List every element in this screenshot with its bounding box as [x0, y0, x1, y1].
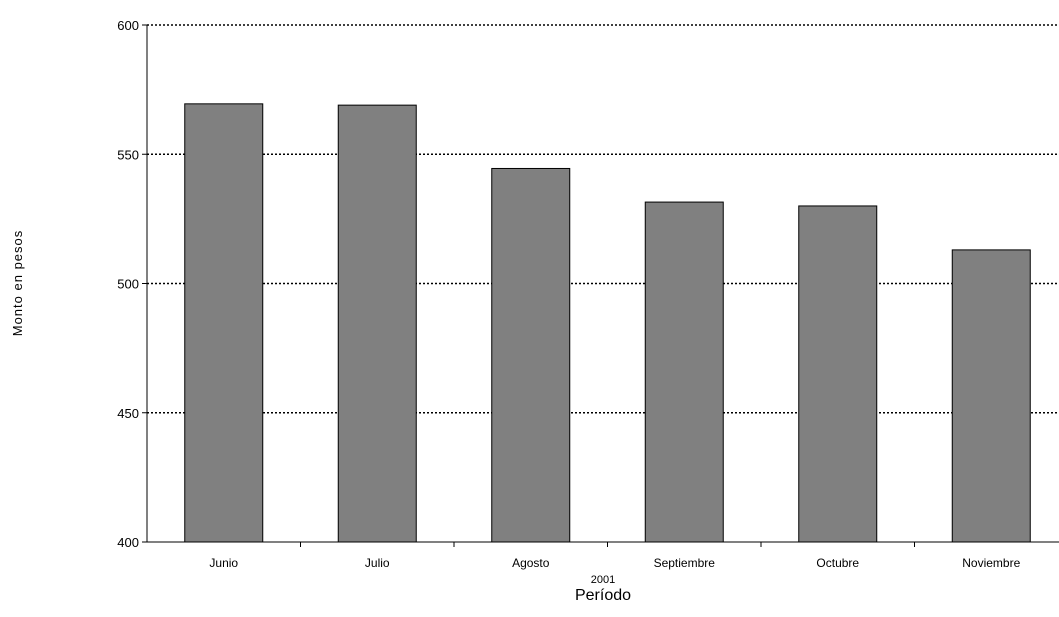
bar-octubre — [798, 205, 878, 543]
bar-noviembre — [951, 249, 1031, 543]
y-axis-title: Monto en pesos — [10, 230, 25, 337]
y-tick-label: 600 — [117, 18, 139, 33]
bar-agosto — [491, 167, 571, 543]
x-tick-label: Junio — [209, 556, 238, 570]
x-group-label: 2001 — [591, 574, 615, 586]
y-tick-label: 450 — [117, 406, 139, 421]
x-tick-label: Agosto — [512, 556, 550, 570]
x-tick-label: Julio — [365, 556, 390, 570]
bar-junio — [184, 103, 264, 543]
y-tick-label: 550 — [117, 147, 139, 162]
x-axis-title: Período — [575, 587, 631, 604]
y-tick-label: 500 — [117, 277, 139, 292]
gridlines — [147, 24, 1059, 414]
x-ticks: Junio Julio Agosto Septiembre Octubre Noviemb… — [209, 542, 1021, 570]
x-tick-label: Septiembre — [654, 556, 716, 570]
bar-julio — [337, 104, 417, 543]
y-ticks: 400 450 500 550 600 — [117, 18, 147, 550]
bars — [184, 103, 1031, 543]
bar-septiembre — [644, 201, 724, 543]
x-tick-label: Noviembre — [962, 556, 1020, 570]
x-tick-label: Octubre — [816, 556, 859, 570]
y-tick-label: 400 — [117, 535, 139, 550]
